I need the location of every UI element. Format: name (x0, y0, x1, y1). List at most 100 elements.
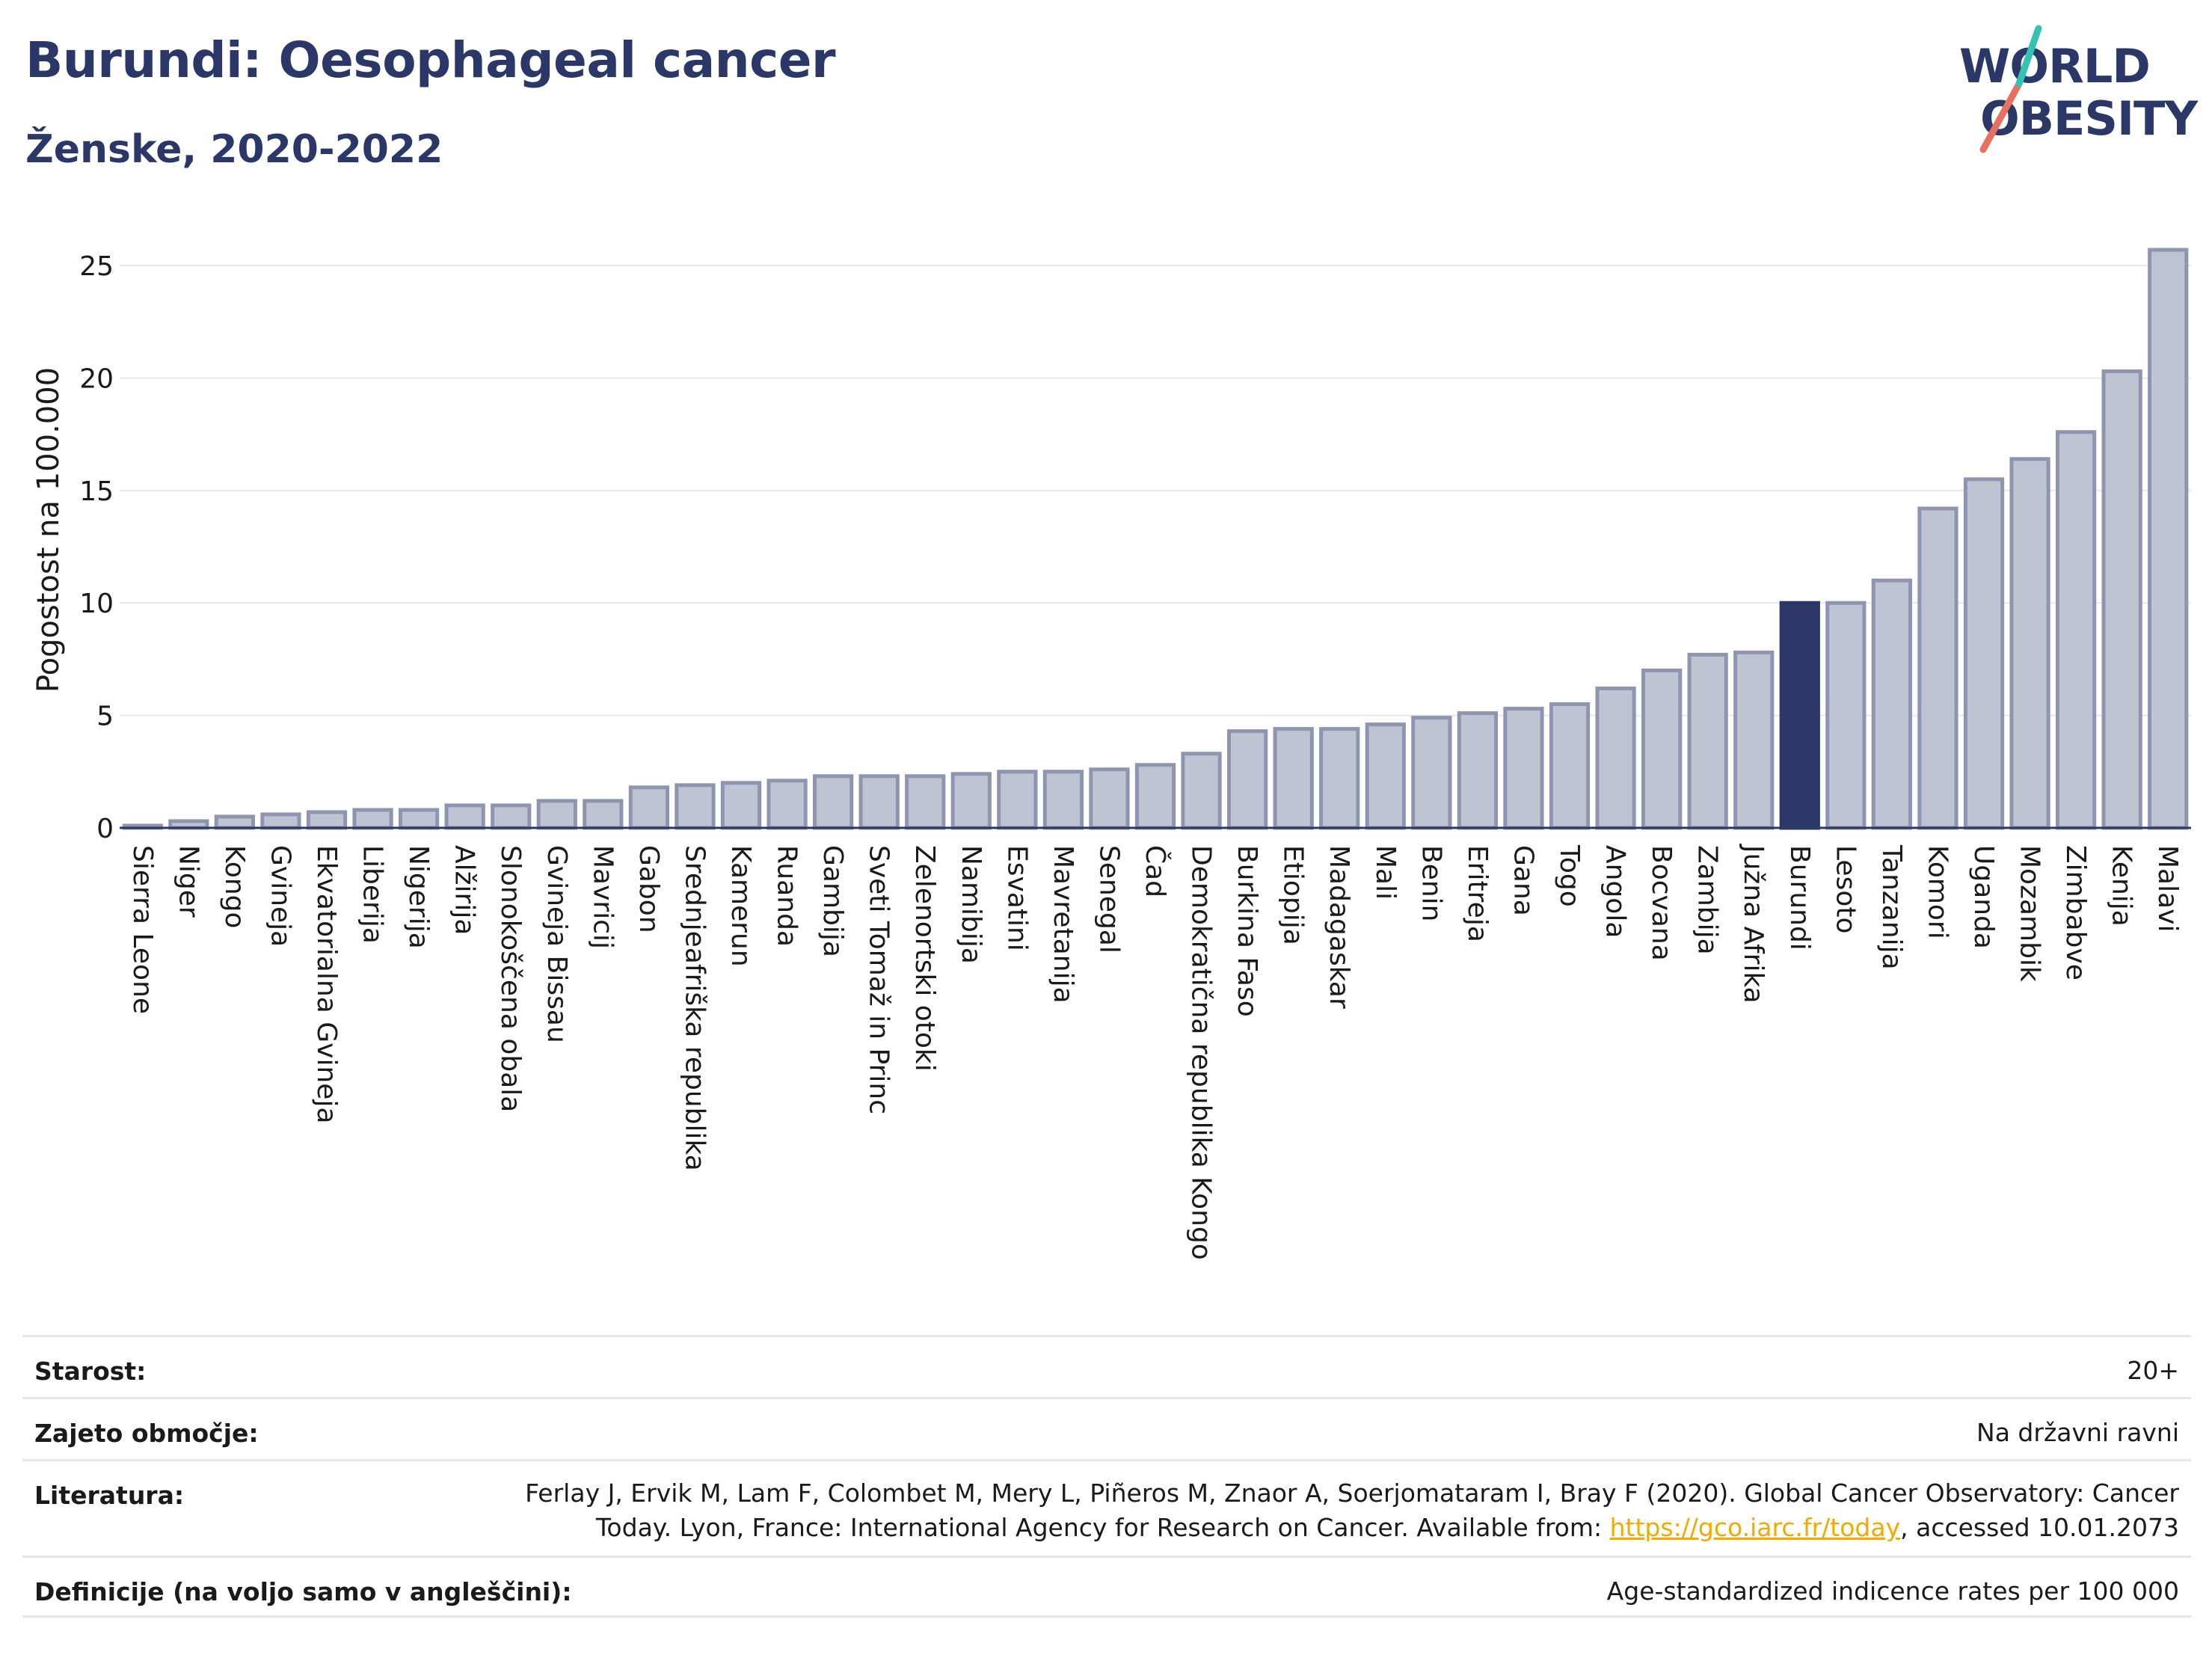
info-value: Age-standardized indicence rates per 100… (1606, 1576, 2179, 1606)
literature-line2: Today. Lyon, France: International Agenc… (525, 1511, 2179, 1545)
x-tick-label: Uganda (1968, 845, 1999, 949)
x-tick-label: Gvineja Bissau (541, 845, 572, 1043)
bar (905, 774, 946, 830)
bar (1181, 752, 1222, 830)
bar (858, 774, 900, 830)
bar (675, 783, 716, 830)
bar (1687, 652, 1728, 830)
bar (398, 808, 440, 830)
bar (583, 799, 624, 830)
bar (1871, 578, 1913, 830)
bar (1595, 687, 1636, 830)
info-key: Starost: (34, 1357, 147, 1386)
y-tick-label: 15 (79, 476, 114, 507)
x-tick-label: Burkina Faso (1232, 845, 1262, 1017)
bar (1917, 506, 1958, 830)
info-row-coverage: Zajeto območje: Na državni ravni (22, 1397, 2191, 1459)
bar (491, 803, 532, 830)
bar (2148, 248, 2189, 830)
x-tick-label: Kenija (2107, 845, 2137, 927)
bar (1226, 729, 1268, 830)
bar (260, 812, 301, 830)
bar (1733, 650, 1775, 830)
world-obesity-logo: WORLD OBESITY (1944, 21, 2199, 163)
x-tick-label: Komori (1922, 845, 1953, 939)
bar-highlight (1779, 601, 1820, 830)
bar (997, 770, 1038, 830)
bar (720, 781, 762, 830)
info-key: Definicije (na voljo samo v angleščini): (34, 1577, 572, 1606)
x-tick-label: Gambija (817, 845, 848, 957)
bar (444, 803, 485, 830)
y-tick-label: 25 (79, 251, 114, 282)
info-row-age: Starost: 20+ (22, 1335, 2191, 1397)
x-tick-label: Slonokoščena obala (495, 845, 526, 1112)
info-value: Na državni ravni (1976, 1418, 2179, 1447)
x-tick-label: Zambija (1692, 845, 1723, 955)
x-tick-label: Ruanda (772, 845, 802, 947)
x-tick-label: Nigerija (403, 845, 434, 949)
x-axis-labels: Sierra Leone Niger Kongo Gvineja Ekvatorialn… (127, 844, 2183, 1260)
bar (1411, 716, 1452, 830)
x-tick-label: Sierra Leone (127, 845, 158, 1014)
bar (306, 810, 348, 830)
bar (352, 808, 393, 830)
x-tick-label: Madagaskar (1324, 845, 1354, 1009)
bar (2055, 430, 2097, 830)
bar (1503, 707, 1544, 830)
x-tick-label: Kongo (219, 845, 250, 929)
bar (214, 814, 256, 830)
x-tick-label: Gana (1508, 845, 1538, 916)
bar (950, 772, 992, 830)
literature-line1: Ferlay J, Ervik M, Lam F, Colombet M, Me… (525, 1479, 2179, 1508)
x-tick-label: Mozambik (2015, 845, 2045, 982)
bar (1089, 767, 1130, 830)
x-tick-label: Sveti Tomaž in Princ (864, 845, 894, 1114)
bar (2101, 369, 2142, 830)
x-tick-label: Zimbabve (2060, 845, 2091, 980)
x-tick-label: Niger (173, 845, 203, 918)
x-tick-label: Benin (1416, 845, 1446, 921)
x-tick-label: Namibija (956, 845, 986, 964)
bar-chart: 0 5 10 15 20 25 Sierra Leone Niger Kongo Gvineja… (31, 248, 2191, 1260)
x-tick-label: Mali (1370, 845, 1401, 900)
bar (1134, 763, 1176, 830)
logo-slash-icon (1979, 25, 2042, 153)
info-key: Zajeto območje: (34, 1419, 259, 1448)
bars (122, 248, 2189, 830)
bar (536, 799, 577, 830)
bar (1641, 668, 1683, 830)
y-tick-label: 0 (96, 814, 114, 844)
bar (812, 774, 854, 830)
bar (628, 785, 670, 830)
x-tick-label: Etiopija (1278, 845, 1309, 945)
x-tick-label: Južna Afrika (1738, 844, 1769, 1004)
bar (1042, 770, 1084, 830)
y-axis-ticks: 0 5 10 15 20 25 (79, 251, 114, 844)
literature-link[interactable]: https://gco.iarc.fr/today (1609, 1513, 1901, 1542)
x-tick-label: Angola (1600, 845, 1631, 938)
y-tick-label: 20 (79, 363, 114, 394)
x-tick-label: Eritreja (1462, 845, 1493, 942)
x-tick-label: Lesoto (1830, 845, 1861, 934)
x-tick-label: Mavricij (587, 845, 618, 949)
x-tick-label: Bocvana (1646, 845, 1677, 961)
x-tick-label: Zelenortski otoki (909, 845, 940, 1072)
y-tick-label: 5 (96, 701, 114, 732)
x-tick-label: Tanzanija (1876, 844, 1907, 970)
bar (1365, 722, 1406, 830)
info-key: Literatura: (34, 1481, 185, 1510)
bar (1963, 477, 2005, 830)
x-tick-label: Burundi (1784, 845, 1815, 951)
logo-line1: WORLD (1959, 39, 2151, 93)
x-tick-label: Demokratična republika Kongo (1186, 845, 1217, 1260)
x-tick-label: Kamerun (725, 845, 756, 967)
x-tick-label: Malavi (2152, 845, 2183, 933)
x-tick-label: Togo (1554, 844, 1585, 907)
x-tick-label: Esvatini (1001, 845, 1032, 951)
info-value: 20+ (2127, 1356, 2179, 1385)
x-tick-label: Srednjeafriška republika (679, 845, 710, 1171)
x-tick-label: Gvineja (265, 845, 295, 947)
y-tick-label: 10 (79, 589, 114, 619)
x-tick-label: Senegal (1093, 845, 1124, 954)
